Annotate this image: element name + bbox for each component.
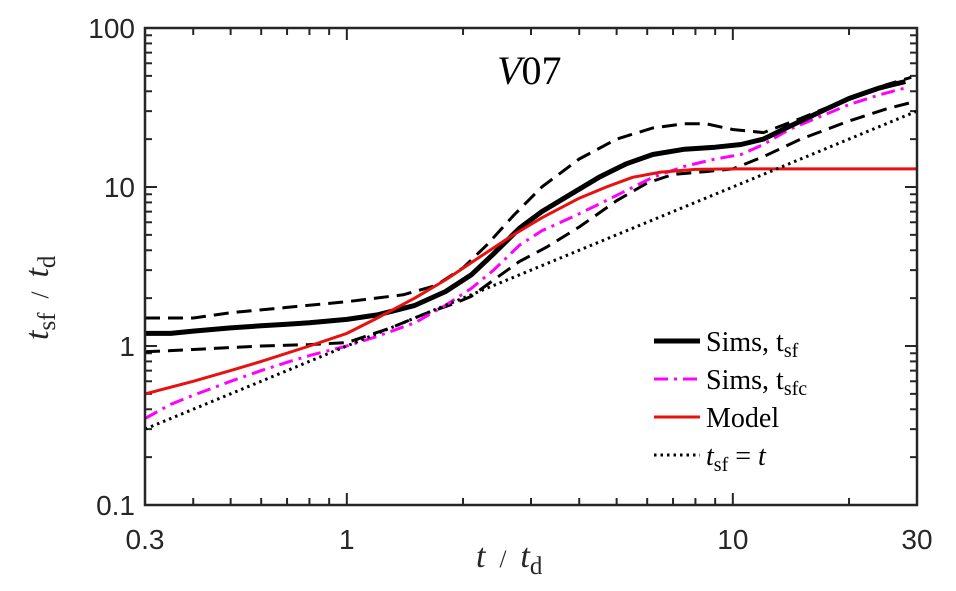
tick-labels: 0.3 1 10 30 0.1 1 10 100 [88,13,932,555]
x-tick-label: 0.3 [126,524,165,555]
y-tick-label: 0.1 [96,490,135,521]
series-line-upper-bound [145,75,912,320]
y-tick-label: 100 [88,13,135,44]
chart-title-italic: V [497,48,526,93]
y-tick-label: 1 [119,331,135,362]
legend-label: Sims, tsfc [706,365,807,400]
legend-label: Model [706,403,779,434]
x-axis-denom-var: t [520,538,531,575]
y-axis-denom-var: t [19,267,56,278]
y-axis-title: tsf/td [19,255,61,340]
x-tick-label: 10 [717,524,748,555]
y-axis-sep: / [27,291,54,298]
y-tick-label: 10 [104,172,135,203]
x-axis-var: t [476,538,487,575]
plot-background [145,28,917,505]
series-line-t-sf-t [144,109,918,431]
series-line-sims-t-sf [145,79,906,336]
series-group [144,75,918,431]
x-tick-label: 30 [901,524,932,555]
x-axis-title: t / td [476,538,543,580]
x-axis-denom-sub: d [530,553,543,580]
legend-label: tsf = t [706,441,767,476]
y-axis-var: t [19,329,56,340]
chart-title-upright: 07 [521,48,561,93]
chart-title: V07 [497,48,561,93]
plot-frame [143,26,919,507]
legend-label: Sims, tsf [706,327,799,362]
series-line-sims-t-sfc [144,86,906,420]
series-line-model [144,167,917,396]
x-tick-label: 1 [339,524,355,555]
y-axis-denom-sub: d [34,255,61,268]
series-line-lower-bound [144,101,912,354]
x-axis-sep: / [499,546,506,573]
y-axis-sub: sf [34,312,61,331]
